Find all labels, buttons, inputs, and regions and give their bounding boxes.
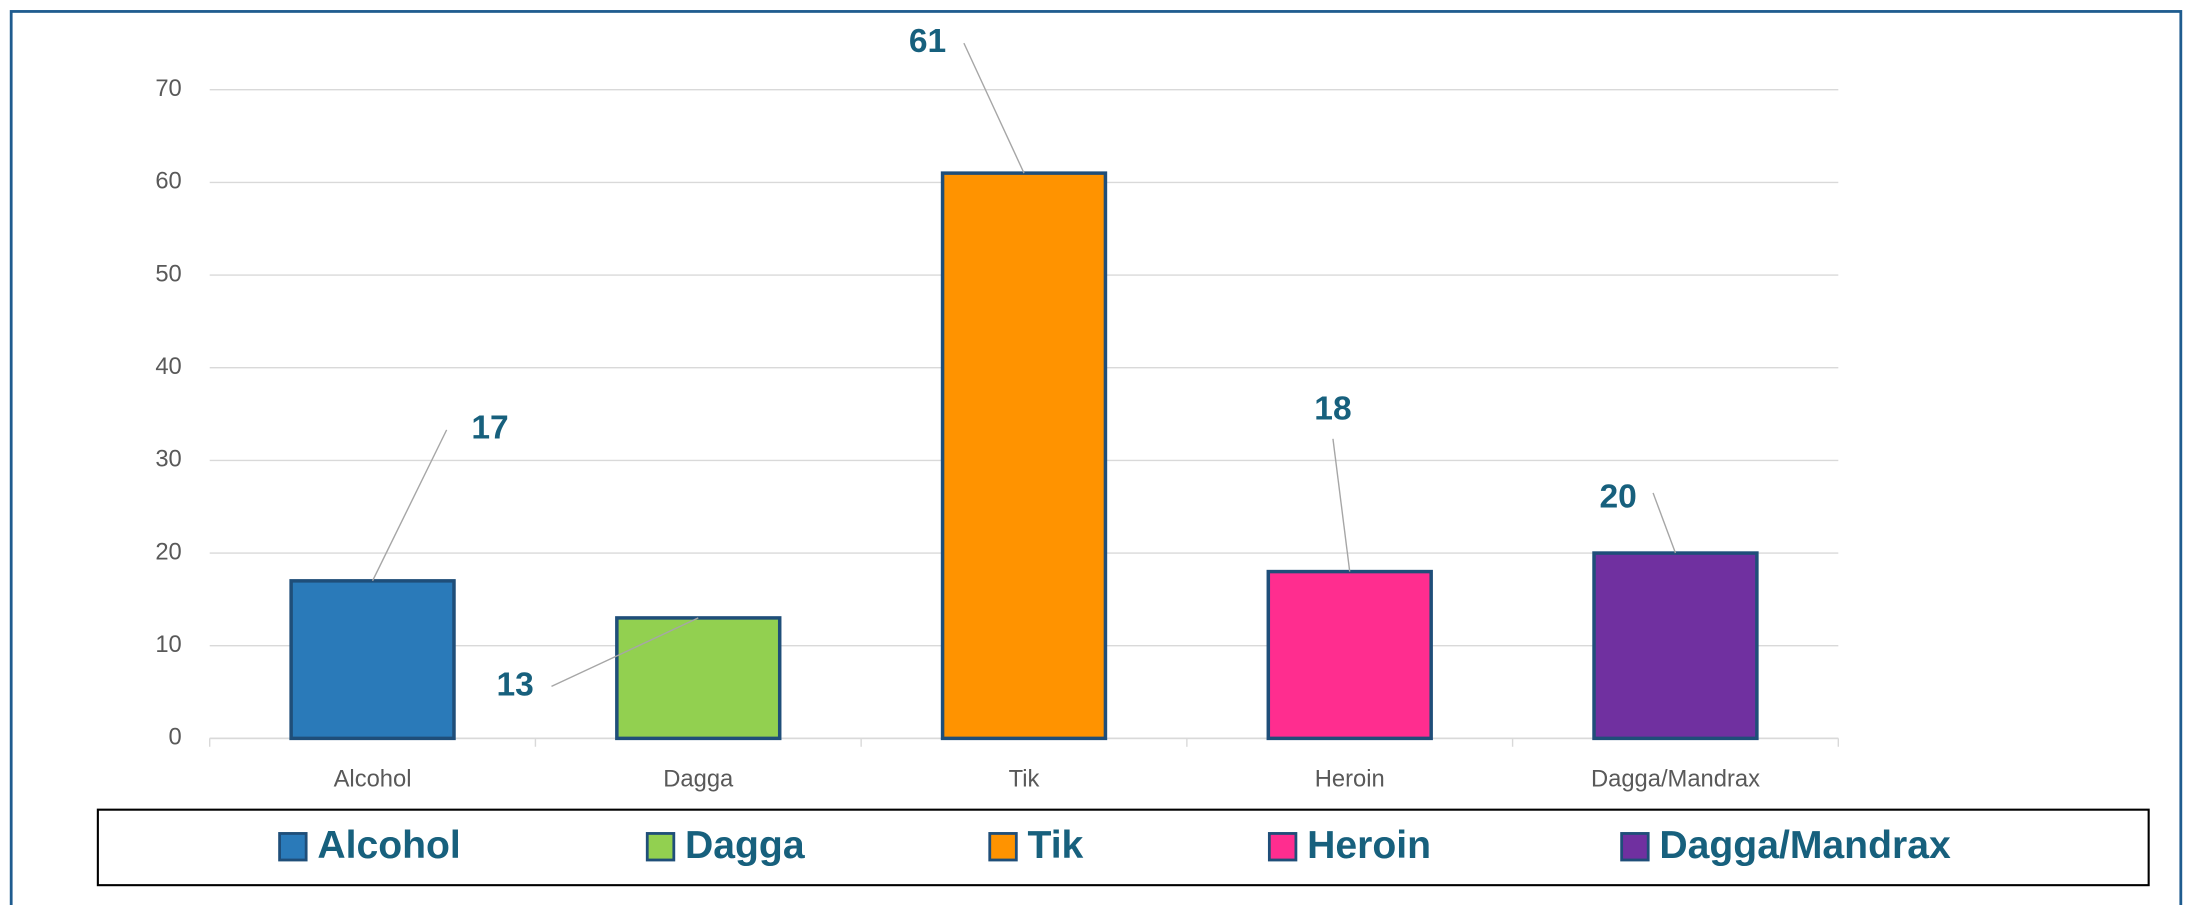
legend-swatch: [645, 832, 676, 862]
y-tick-label: 40: [155, 353, 181, 380]
bar: [615, 616, 782, 741]
data-label: 18: [1314, 391, 1351, 428]
leader-line: [371, 429, 448, 582]
y-tick-label: 10: [155, 631, 181, 658]
y-tick-label: 0: [169, 724, 182, 751]
bar: [289, 579, 456, 741]
x-tick-label: Dagga/Mandrax: [1591, 766, 1760, 793]
legend-label: Dagga/Mandrax: [1659, 824, 1951, 867]
x-tick-label: Heroin: [1315, 766, 1385, 793]
bar: [940, 171, 1108, 741]
bar: [1592, 551, 1759, 741]
x-tick-label: Dagga: [663, 766, 734, 793]
data-label: 17: [471, 410, 508, 447]
y-tick-label: 30: [155, 446, 181, 473]
x-tick-label: Alcohol: [334, 766, 412, 793]
leader-line: [1332, 438, 1351, 572]
y-tick-label: 20: [155, 538, 181, 565]
x-tick-label: Tik: [1009, 766, 1040, 793]
legend-swatch: [278, 832, 308, 862]
bar: [1266, 569, 1433, 741]
legend-label: Heroin: [1307, 824, 1431, 867]
y-tick-label: 70: [155, 75, 181, 102]
y-tick-label: 50: [155, 260, 181, 287]
legend-swatch: [1267, 832, 1298, 862]
legend-label: Alcohol: [317, 824, 460, 867]
data-label: 20: [1599, 478, 1636, 515]
legend-swatch: [1620, 832, 1650, 862]
legend-box: [96, 808, 2150, 887]
y-tick-label: 60: [155, 168, 181, 195]
data-label: 61: [909, 23, 946, 60]
legend-label: Dagga: [685, 824, 806, 867]
data-label: 13: [496, 666, 533, 703]
leader-line: [551, 617, 699, 688]
leader-line: [1652, 492, 1677, 554]
legend-label: Tik: [1028, 824, 1084, 867]
legend-swatch: [988, 832, 1018, 862]
leader-line: [963, 42, 1025, 174]
